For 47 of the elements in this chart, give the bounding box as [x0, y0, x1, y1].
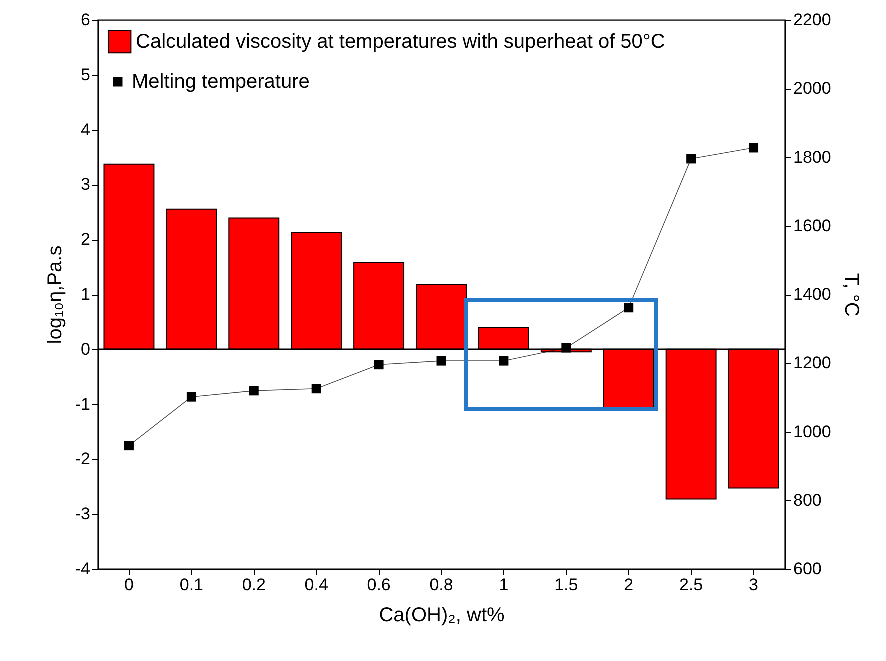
x-tick-label: 0.6 [367, 576, 391, 594]
x-tick-label: 3 [749, 576, 759, 594]
point [124, 441, 134, 451]
x-tick-label: 1 [499, 576, 509, 594]
x-axis-title: Ca(OH)₂, wt% [379, 604, 505, 626]
y-tick-label: 5 [81, 65, 90, 84]
x-tick-label: 2.5 [680, 576, 704, 594]
point [249, 386, 259, 396]
x-tick-label: 0 [124, 576, 134, 594]
y-tick-label: 3 [81, 175, 90, 194]
y-tick-label: -1 [75, 394, 90, 414]
point [436, 356, 446, 366]
y-axis-title: log₁₀η,Pa.s [44, 246, 66, 344]
y2-tick-label: 800 [794, 490, 822, 510]
x-tick-label: 2 [624, 576, 634, 594]
y2-tick-label: 1000 [794, 422, 832, 442]
legend-label: Melting temperature [132, 71, 310, 93]
x-tick-label: 0.4 [304, 576, 328, 594]
y2-tick-label: 600 [794, 560, 822, 578]
point [186, 392, 196, 402]
x-tick-label: 1.5 [554, 576, 578, 594]
y-tick-label: -3 [75, 504, 90, 524]
y-tick-label: 6 [81, 10, 90, 30]
x-tick-label: 0.8 [430, 576, 454, 594]
y-tick-label: -4 [75, 560, 90, 578]
y-tick-label: 0 [81, 340, 90, 359]
legend-label: Calculated viscosity at temperatures with superheat of 50°C [136, 31, 666, 53]
y2-tick-label: 2000 [794, 79, 832, 98]
point [686, 154, 696, 164]
y2-tick-label: 1600 [794, 216, 832, 236]
y-tick-label: 4 [81, 120, 90, 140]
x-tick-label: 0.1 [180, 576, 204, 594]
point [499, 356, 509, 366]
point [312, 384, 322, 394]
y-tick-label: -2 [75, 450, 90, 469]
y2-axis-title: T, °C [840, 273, 862, 317]
x-tick-label: 0.2 [242, 576, 266, 594]
y2-tick-label: 2200 [794, 10, 832, 30]
y2-tick-label: 1800 [794, 148, 832, 167]
point [749, 143, 759, 153]
point [562, 343, 572, 353]
y-tick-label: 1 [81, 285, 90, 304]
y2-tick-label: 1400 [794, 285, 832, 304]
point [624, 303, 634, 313]
y2-tick-label: 1200 [794, 354, 832, 373]
point [374, 360, 384, 370]
y-tick-label: 2 [81, 230, 90, 250]
